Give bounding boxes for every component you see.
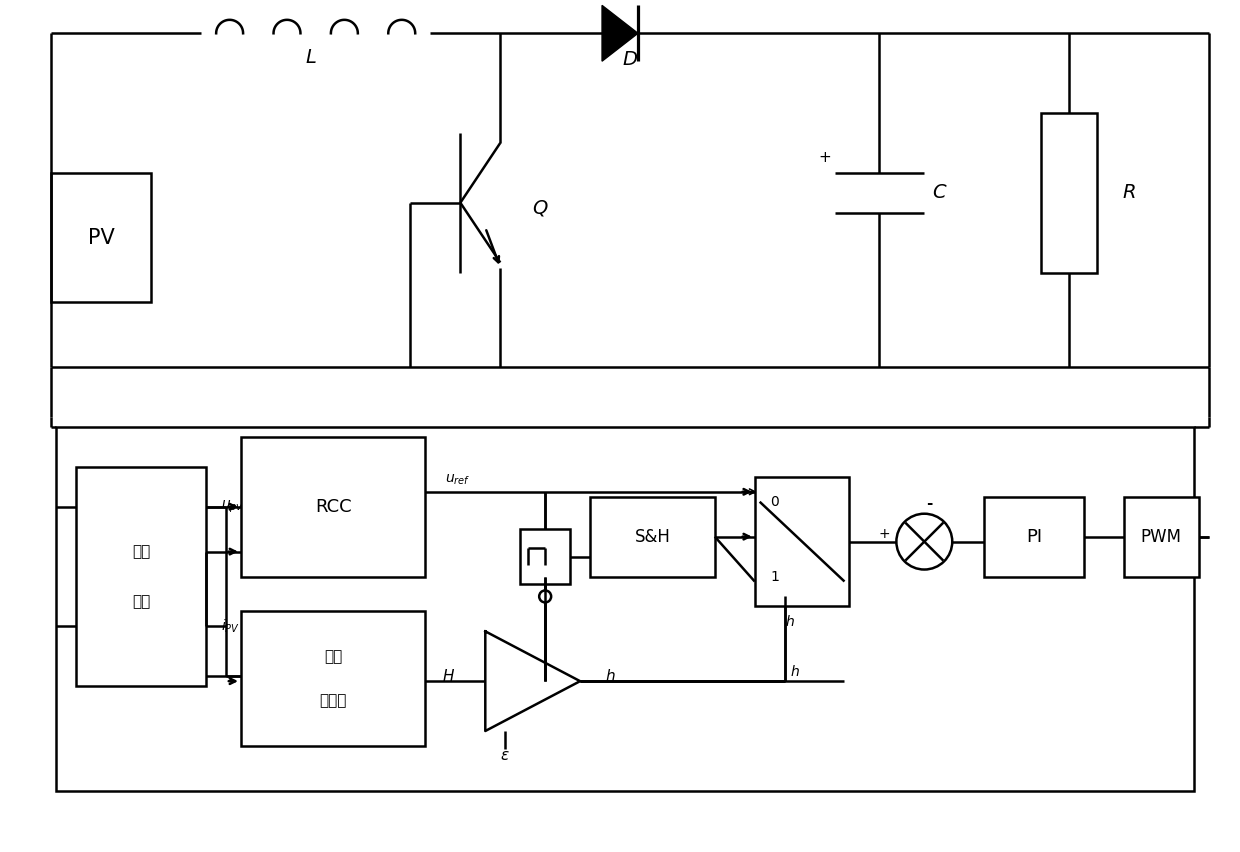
Text: $h$: $h$ [790, 664, 800, 679]
Text: $H$: $H$ [443, 668, 455, 684]
Bar [1042, 113, 1097, 273]
Text: $u_{ref}$: $u_{ref}$ [445, 473, 471, 487]
Text: $C$: $C$ [931, 184, 947, 202]
Text: 0: 0 [770, 495, 779, 509]
Bar [241, 437, 425, 577]
Text: RCC: RCC [315, 498, 351, 515]
Text: PWM: PWM [1141, 527, 1182, 545]
Text: $L$: $L$ [305, 49, 316, 67]
Text: +: + [818, 150, 831, 165]
Polygon shape [485, 631, 580, 731]
Bar [590, 497, 714, 577]
Bar [1123, 497, 1199, 577]
Bar [521, 528, 570, 584]
Text: +: + [879, 527, 890, 541]
Polygon shape [603, 5, 637, 61]
Text: $Q$: $Q$ [532, 198, 548, 218]
Text: S&H: S&H [635, 527, 671, 545]
Text: 电路: 电路 [131, 594, 150, 609]
Text: 检测器: 检测器 [320, 693, 347, 708]
Text: $h$: $h$ [605, 668, 615, 684]
Bar [76, 467, 206, 686]
Text: 1: 1 [770, 569, 779, 584]
Text: $u_{pv}$: $u_{pv}$ [221, 498, 244, 515]
Text: PI: PI [1025, 527, 1042, 545]
Text: 检测: 检测 [131, 544, 150, 559]
Bar [241, 612, 425, 746]
Bar [51, 173, 151, 302]
Bar [56, 427, 1194, 791]
Text: -: - [926, 496, 932, 511]
Text: $D$: $D$ [622, 51, 639, 69]
Text: $h$: $h$ [785, 613, 795, 629]
Text: 暂态: 暂态 [324, 649, 342, 665]
Text: $R$: $R$ [1122, 184, 1136, 202]
Bar [985, 497, 1084, 577]
Text: PV: PV [88, 227, 114, 248]
Bar [755, 477, 849, 607]
Text: $\varepsilon$: $\varepsilon$ [501, 749, 510, 763]
Text: $i_{PV}$: $i_{PV}$ [221, 618, 239, 635]
